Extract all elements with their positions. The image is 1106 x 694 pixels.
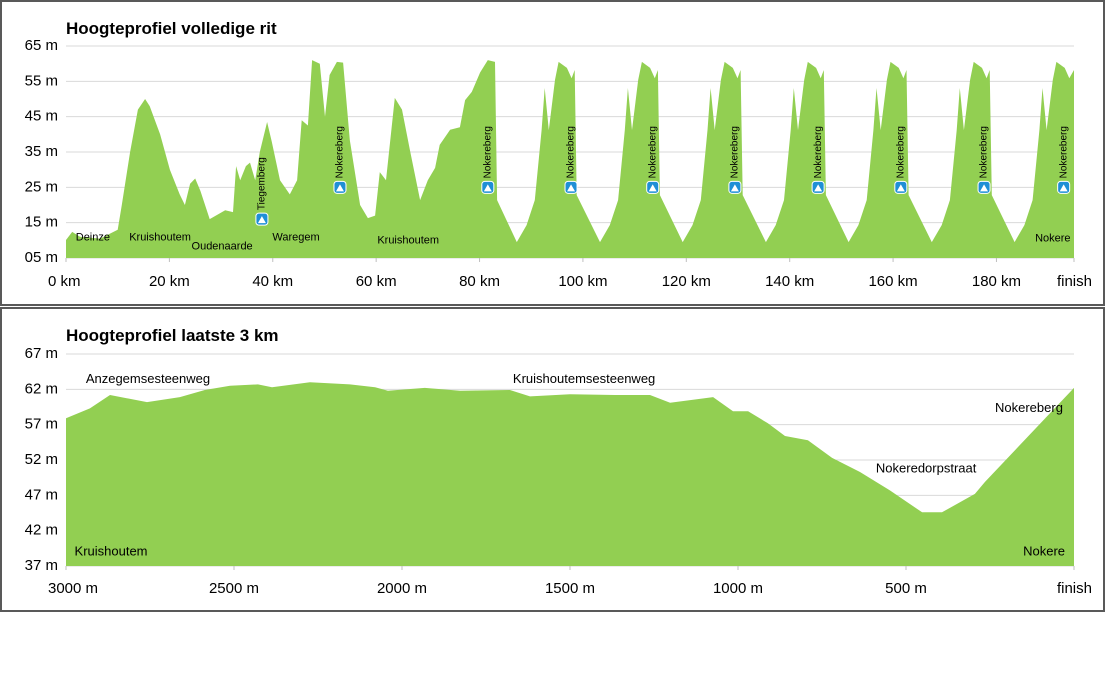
- annotation: Oudenaarde: [192, 241, 253, 253]
- climb-label: Nokereberg: [730, 126, 741, 178]
- x-tick-label: 3000 m: [48, 580, 98, 597]
- climb-label: Nokereberg: [813, 126, 824, 178]
- annotation: Kruishoutemsesteenweg: [513, 371, 655, 386]
- y-tick-label: 47 m: [25, 486, 58, 503]
- annotation: Nokere: [1023, 543, 1065, 558]
- x-tick-label: 2000 m: [377, 580, 427, 597]
- x-tick-label: finish: [1057, 273, 1092, 290]
- y-tick-label: 15 m: [25, 214, 58, 231]
- annotation: Kruishoutem: [75, 543, 148, 558]
- climb-icon-mountain: [814, 184, 823, 192]
- x-tick-label: 1500 m: [545, 580, 595, 597]
- climb-icon-mountain: [648, 184, 657, 192]
- y-tick-label: 42 m: [25, 522, 58, 539]
- annotation: Kruishoutem: [129, 231, 191, 243]
- y-tick-label: 37 m: [25, 557, 58, 574]
- annotation: Kruishoutem: [377, 235, 439, 247]
- climb-label: Nokereberg: [979, 126, 990, 178]
- climb-marker: [1057, 180, 1071, 194]
- climb-icon-mountain: [483, 184, 492, 192]
- climb-marker: [255, 212, 269, 226]
- climb-icon-mountain: [335, 184, 344, 192]
- y-tick-label: 57 m: [25, 416, 58, 433]
- climb-label: Nokereberg: [895, 126, 906, 178]
- y-tick-label: 05 m: [25, 249, 58, 266]
- climb-marker: [564, 180, 578, 194]
- climb-label: Nokereberg: [1058, 126, 1069, 178]
- elevation-area: [66, 60, 1074, 258]
- climb-marker: [894, 180, 908, 194]
- climb-marker: [977, 180, 991, 194]
- annotation: Nokereberg: [995, 400, 1063, 415]
- climb-marker: [646, 180, 660, 194]
- climb-label: Tiegemberg: [257, 157, 268, 210]
- y-tick-label: 35 m: [25, 143, 58, 160]
- annotation: Waregem: [272, 231, 319, 243]
- x-tick-label: 140 km: [765, 273, 814, 290]
- x-tick-label: 0 km: [48, 273, 81, 290]
- climb-label: Nokereberg: [335, 126, 346, 178]
- y-tick-label: 52 m: [25, 451, 58, 468]
- climb-icon-mountain: [896, 184, 905, 192]
- x-tick-label: 120 km: [662, 273, 711, 290]
- y-tick-label: 67 m: [25, 345, 58, 362]
- annotation: Nokere: [1035, 232, 1070, 244]
- annotation: Deinze: [76, 231, 110, 243]
- y-tick-label: 65 m: [25, 37, 58, 54]
- climb-marker: [811, 180, 825, 194]
- climb-marker: [333, 180, 347, 194]
- climb-marker: [481, 180, 495, 194]
- x-tick-label: 500 m: [885, 580, 927, 597]
- x-tick-label: 80 km: [459, 273, 500, 290]
- climb-icon-mountain: [567, 184, 576, 192]
- climb-label: Nokereberg: [482, 126, 493, 178]
- climb-icon-mountain: [257, 216, 266, 224]
- annotation: Anzegemsesteenweg: [86, 371, 210, 386]
- climb-label: Nokereberg: [566, 126, 577, 178]
- climb-marker: [728, 180, 742, 194]
- y-tick-label: 25 m: [25, 178, 58, 195]
- chart-title: Hoogteprofiel laatste 3 km: [66, 326, 279, 345]
- y-tick-label: 45 m: [25, 108, 58, 125]
- y-tick-label: 62 m: [25, 380, 58, 397]
- annotation: Nokeredorpstraat: [876, 461, 977, 476]
- climb-icon-mountain: [730, 184, 739, 192]
- x-tick-label: 40 km: [252, 273, 293, 290]
- x-tick-label: 100 km: [558, 273, 607, 290]
- x-tick-label: 60 km: [356, 273, 397, 290]
- x-tick-label: finish: [1057, 580, 1092, 597]
- x-tick-label: 2500 m: [209, 580, 259, 597]
- y-tick-label: 55 m: [25, 72, 58, 89]
- x-tick-label: 20 km: [149, 273, 190, 290]
- elevation-area: [66, 382, 1074, 566]
- x-tick-label: 180 km: [972, 273, 1021, 290]
- x-tick-label: 160 km: [868, 273, 917, 290]
- chart-title: Hoogteprofiel volledige rit: [66, 19, 277, 38]
- climb-icon-mountain: [980, 184, 989, 192]
- climb-icon-mountain: [1059, 184, 1068, 192]
- climb-label: Nokereberg: [647, 126, 658, 178]
- x-tick-label: 1000 m: [713, 580, 763, 597]
